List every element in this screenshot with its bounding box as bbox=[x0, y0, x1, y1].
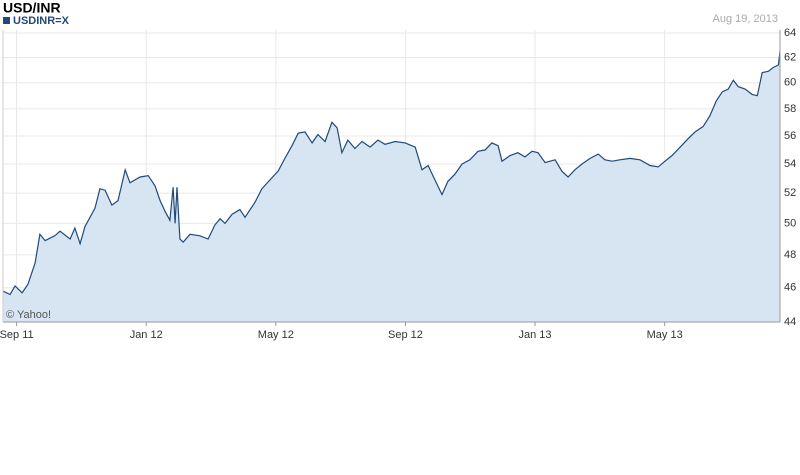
y-tick-label: 48 bbox=[784, 249, 796, 261]
x-tick-label: May 12 bbox=[258, 329, 294, 341]
x-tick-label: Jan 13 bbox=[519, 329, 552, 341]
credit: © Yahoo! bbox=[6, 309, 51, 321]
y-tick-label: 44 bbox=[784, 316, 796, 328]
line bbox=[2, 51, 781, 296]
x-tick-label: Sep 12 bbox=[388, 329, 423, 341]
y-tick-label: 62 bbox=[784, 51, 796, 63]
legend-label: USDINR=X bbox=[13, 15, 70, 27]
x-tick-label: Sep 11 bbox=[0, 329, 34, 341]
y-tick-label: 54 bbox=[784, 158, 796, 170]
y-tick-label: 50 bbox=[784, 217, 796, 229]
y-tick-label: 64 bbox=[784, 27, 796, 39]
y-tick-label: 46 bbox=[784, 282, 796, 294]
area bbox=[3, 51, 780, 323]
chart-title: USD/INR bbox=[3, 0, 61, 16]
legend-swatch bbox=[3, 17, 10, 24]
y-tick-label: 52 bbox=[784, 187, 796, 199]
y-tick-label: 56 bbox=[784, 130, 796, 142]
y-tick-label: 60 bbox=[784, 77, 796, 89]
x-tick-label: Jan 12 bbox=[130, 329, 163, 341]
date-label: Aug 19, 2013 bbox=[713, 13, 778, 25]
x-tick-label: May 13 bbox=[647, 329, 683, 341]
y-tick-label: 58 bbox=[784, 103, 796, 115]
